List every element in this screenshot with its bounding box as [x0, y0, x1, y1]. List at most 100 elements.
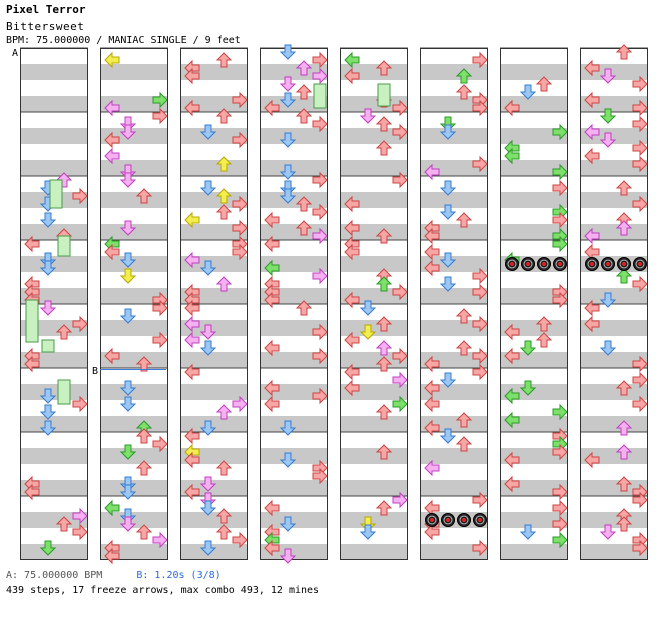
- step-arrow: [472, 363, 488, 381]
- step-arrow: [312, 267, 328, 285]
- mine-ring: [635, 259, 645, 269]
- step-arrow: [424, 163, 440, 181]
- step-arrow: [552, 291, 568, 309]
- step-arrow: [264, 291, 280, 309]
- step-arrow: [72, 187, 88, 205]
- step-arrow: [24, 475, 40, 493]
- step-arrow: [135, 428, 153, 444]
- beat-stripe: [500, 512, 568, 528]
- step-arrow: [375, 500, 393, 516]
- step-arrow: [104, 539, 120, 557]
- step-arrow: [232, 243, 248, 261]
- step-arrow: [295, 196, 313, 212]
- step-arrow: [264, 523, 280, 541]
- step-arrow: [312, 347, 328, 365]
- step-arrow: [632, 99, 648, 117]
- step-arrow: [232, 219, 248, 237]
- beat-stripe: [20, 160, 88, 176]
- beat-stripe: [420, 192, 488, 208]
- step-arrow: [424, 227, 440, 245]
- step-arrow: [392, 123, 408, 141]
- step-arrow: [424, 379, 440, 397]
- step-arrow: [72, 395, 88, 413]
- step-arrow: [535, 76, 553, 92]
- step-arrow: [312, 115, 328, 133]
- freeze-arrow: [57, 379, 71, 405]
- beat-stripe: [340, 512, 408, 528]
- step-arrow: [184, 315, 200, 333]
- step-arrow: [535, 332, 553, 348]
- step-arrow: [24, 275, 40, 293]
- step-arrow: [39, 540, 57, 556]
- step-arrow: [184, 251, 200, 269]
- step-arrow: [39, 212, 57, 228]
- beat-stripe: [20, 416, 88, 432]
- step-arrow: [295, 220, 313, 236]
- step-arrow: [424, 523, 440, 541]
- step-arrow: [279, 452, 297, 468]
- mine-core: [462, 518, 466, 522]
- step-arrow: [344, 195, 360, 213]
- step-arrow: [392, 347, 408, 365]
- song-meta: BPM: 75.000000 / MANIAC SINGLE / 9 feet: [6, 35, 241, 46]
- step-arrow: [519, 84, 537, 100]
- step-arrow: [295, 84, 313, 100]
- beat-stripe: [420, 320, 488, 336]
- step-arrow: [615, 268, 633, 284]
- mine-core: [590, 262, 594, 266]
- step-arrow: [24, 347, 40, 365]
- step-arrow: [359, 108, 377, 124]
- step-arrow: [455, 436, 473, 452]
- beat-stripe: [180, 352, 248, 368]
- step-arrow: [184, 59, 200, 77]
- step-arrow: [632, 539, 648, 557]
- mine-ring: [619, 259, 629, 269]
- mine-core: [510, 262, 514, 266]
- step-arrow: [552, 163, 568, 181]
- step-arrow: [615, 220, 633, 236]
- step-arrow: [264, 275, 280, 293]
- step-arrow: [232, 531, 248, 549]
- step-arrow: [344, 67, 360, 85]
- step-arrow: [24, 235, 40, 253]
- step-arrow: [264, 259, 280, 277]
- mine-core: [622, 262, 626, 266]
- step-arrow: [552, 515, 568, 533]
- step-arrow: [344, 51, 360, 69]
- beat-stripe: [420, 448, 488, 464]
- step-arrow: [552, 499, 568, 517]
- step-arrow: [104, 243, 120, 261]
- artist-name: Pixel Terror: [6, 3, 86, 16]
- step-arrow: [104, 51, 120, 69]
- mine-ring: [443, 515, 453, 525]
- step-arrow: [392, 171, 408, 189]
- step-arrow: [344, 379, 360, 397]
- beat-stripe: [340, 256, 408, 272]
- step-arrow: [279, 44, 297, 60]
- step-arrow: [184, 427, 200, 445]
- step-arrow: [152, 331, 168, 349]
- beat-stripe: [100, 160, 168, 176]
- column-border: [180, 48, 248, 560]
- step-arrow: [455, 308, 473, 324]
- step-arrow: [199, 260, 217, 276]
- step-arrow: [344, 363, 360, 381]
- step-arrow: [264, 395, 280, 413]
- beat-stripe: [20, 96, 88, 112]
- step-arrow: [632, 355, 648, 373]
- step-arrow: [439, 204, 457, 220]
- step-arrow: [599, 524, 617, 540]
- stop-line: [100, 369, 166, 370]
- step-arrow: [615, 516, 633, 532]
- step-arrow: [184, 331, 200, 349]
- step-arrow: [39, 300, 57, 316]
- step-arrow: [279, 516, 297, 532]
- step-arrow: [199, 476, 217, 492]
- beat-stripe: [500, 128, 568, 144]
- beat-stripe: [260, 352, 328, 368]
- step-arrow: [184, 443, 200, 461]
- beat-stripe: [340, 448, 408, 464]
- step-arrow: [424, 419, 440, 437]
- step-arrow: [39, 420, 57, 436]
- step-arrow: [584, 451, 600, 469]
